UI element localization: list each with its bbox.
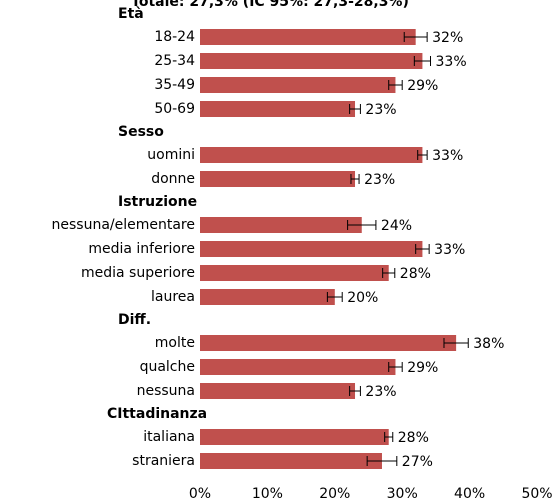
error-bar	[388, 80, 403, 90]
category-label: nessuna/elementare	[52, 217, 196, 233]
value-label: 28%	[398, 430, 429, 446]
value-label: 33%	[434, 242, 465, 258]
error-bar	[415, 244, 430, 254]
value-label: 23%	[364, 172, 395, 188]
category-label: 18-24	[154, 29, 195, 45]
bar	[200, 265, 389, 281]
bar	[200, 77, 396, 93]
x-tick-label: 50%	[521, 486, 552, 502]
group-header: Istruzione	[118, 194, 197, 210]
value-label: 29%	[407, 78, 438, 94]
error-bar	[347, 220, 377, 230]
value-label: 20%	[347, 290, 378, 306]
error-bar	[388, 362, 403, 372]
group-header: Diff.	[118, 312, 151, 328]
error-bar	[403, 32, 428, 42]
category-label: 35-49	[154, 77, 195, 93]
bar	[200, 453, 382, 469]
group-header: Età	[118, 6, 144, 22]
bar	[200, 171, 356, 187]
category-label: molte	[155, 335, 195, 351]
value-label: 38%	[473, 336, 504, 352]
error-bar	[384, 432, 394, 442]
value-label: 32%	[432, 30, 463, 46]
error-bar	[382, 268, 396, 278]
category-label: donne	[151, 171, 195, 187]
category-label: straniera	[132, 453, 195, 469]
category-label: media superiore	[81, 265, 195, 281]
x-tick-label: 0%	[189, 486, 211, 502]
bar	[200, 241, 423, 257]
value-label: 33%	[432, 148, 463, 164]
category-label: qualche	[140, 359, 195, 375]
error-bar	[443, 338, 469, 348]
error-bar	[417, 150, 428, 160]
error-bar	[366, 456, 398, 466]
value-label: 33%	[436, 54, 467, 70]
x-tick-label: 20%	[319, 486, 350, 502]
category-label: uomini	[147, 147, 195, 163]
bar	[200, 147, 423, 163]
category-label: 25-34	[154, 53, 195, 69]
bar	[200, 29, 416, 45]
value-label: 28%	[400, 266, 431, 282]
bar	[200, 53, 423, 69]
value-label: 29%	[407, 360, 438, 376]
bar	[200, 101, 356, 117]
bar	[200, 429, 389, 445]
value-label: 27%	[402, 454, 433, 470]
group-header: CIttadinanza	[107, 406, 207, 422]
bar	[200, 335, 457, 351]
error-bar	[349, 104, 361, 114]
error-bar	[326, 292, 343, 302]
category-label: laurea	[151, 289, 195, 305]
category-label: nessuna	[137, 383, 195, 399]
error-bar	[413, 56, 432, 66]
category-label: media inferiore	[88, 241, 195, 257]
bar	[200, 383, 356, 399]
value-label: 23%	[365, 102, 396, 118]
group-header: Sesso	[118, 124, 164, 140]
category-label: 50-69	[154, 101, 195, 117]
x-tick-label: 30%	[387, 486, 418, 502]
error-bar	[350, 174, 360, 184]
error-bar	[349, 386, 361, 396]
bar	[200, 217, 362, 233]
chart-title: Totale: 27,3% (IC 95%: 27,3-28,3%)	[131, 0, 409, 10]
bar	[200, 289, 335, 305]
x-tick-label: 40%	[454, 486, 485, 502]
x-tick-label: 10%	[252, 486, 283, 502]
value-label: 24%	[381, 218, 412, 234]
category-label: italiana	[143, 429, 195, 445]
bar	[200, 359, 396, 375]
value-label: 23%	[365, 384, 396, 400]
